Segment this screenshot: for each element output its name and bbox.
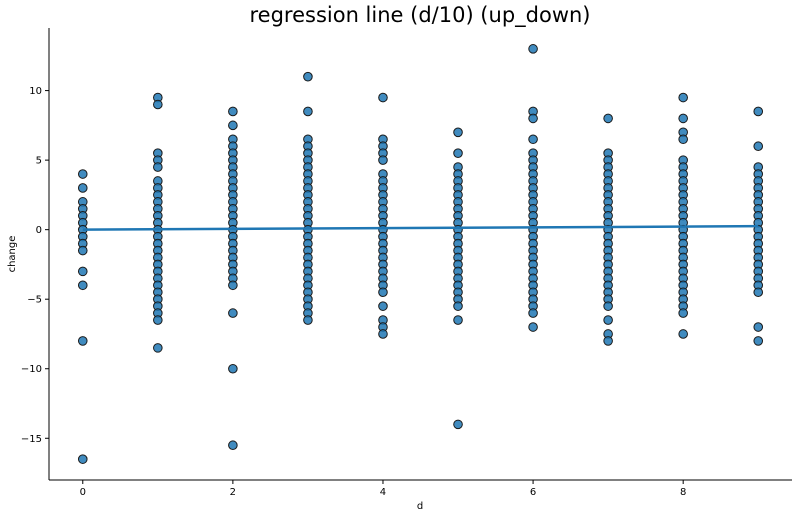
data-point <box>528 113 538 124</box>
data-point <box>77 245 88 256</box>
data-point <box>228 106 238 117</box>
data-point <box>77 266 88 277</box>
regression-line-layer <box>82 224 759 231</box>
y-tick-label: 0 <box>36 225 42 236</box>
data-point <box>77 336 88 346</box>
y-axis-label: change <box>7 236 18 273</box>
data-point <box>678 92 688 103</box>
data-point <box>228 280 238 291</box>
data-point <box>678 113 688 124</box>
data-point <box>378 155 388 165</box>
x-tick-label: 6 <box>530 487 536 498</box>
data-point <box>753 322 764 332</box>
data-point <box>603 301 613 311</box>
data-point <box>77 280 88 291</box>
data-point <box>153 162 163 172</box>
data-point <box>603 315 613 325</box>
data-point <box>378 92 388 103</box>
data-point <box>453 127 463 138</box>
data-point <box>228 308 238 318</box>
data-point <box>153 315 163 325</box>
data-points <box>77 44 764 464</box>
x-axis-label: d <box>417 501 423 512</box>
data-point <box>378 287 388 298</box>
y-tick-label: 5 <box>36 156 42 167</box>
data-point <box>228 120 238 131</box>
data-point <box>453 301 463 311</box>
x-tick-label: 0 <box>80 487 86 498</box>
x-tick-label: 8 <box>680 487 686 498</box>
data-point <box>753 336 764 346</box>
x-tick-label: 4 <box>380 487 386 498</box>
data-point <box>528 322 538 332</box>
y-tick-label: −10 <box>21 364 42 375</box>
data-point <box>153 99 163 110</box>
data-point <box>303 315 313 325</box>
y-tick-label: −15 <box>21 434 42 445</box>
y-tick-label: −5 <box>27 295 42 306</box>
data-point <box>77 454 88 464</box>
data-point <box>228 363 238 374</box>
data-point <box>678 308 688 318</box>
data-point <box>678 134 688 145</box>
data-point <box>453 419 463 430</box>
data-point <box>528 134 538 145</box>
x-tick-label: 2 <box>230 487 236 498</box>
data-point <box>603 336 613 346</box>
data-point <box>603 113 613 124</box>
data-point <box>228 440 238 451</box>
data-point <box>303 71 313 82</box>
data-point <box>753 287 764 298</box>
data-point <box>453 148 463 158</box>
data-point <box>77 183 88 193</box>
data-point <box>378 329 388 339</box>
data-point <box>153 343 163 353</box>
data-point <box>753 141 764 152</box>
y-tick-label: 10 <box>29 86 42 97</box>
data-point <box>453 315 463 325</box>
data-point <box>77 169 88 179</box>
data-point <box>528 44 538 54</box>
data-point <box>753 106 764 117</box>
axes: 0 2 4 6 8 −15 −10 −5 0 5 10 <box>21 28 792 498</box>
regression-line <box>82 224 759 231</box>
data-point <box>678 329 688 339</box>
chart-title: regression line (d/10) (up_down) <box>249 3 590 28</box>
data-point <box>378 301 388 311</box>
data-point <box>528 308 538 318</box>
data-point <box>303 106 313 117</box>
